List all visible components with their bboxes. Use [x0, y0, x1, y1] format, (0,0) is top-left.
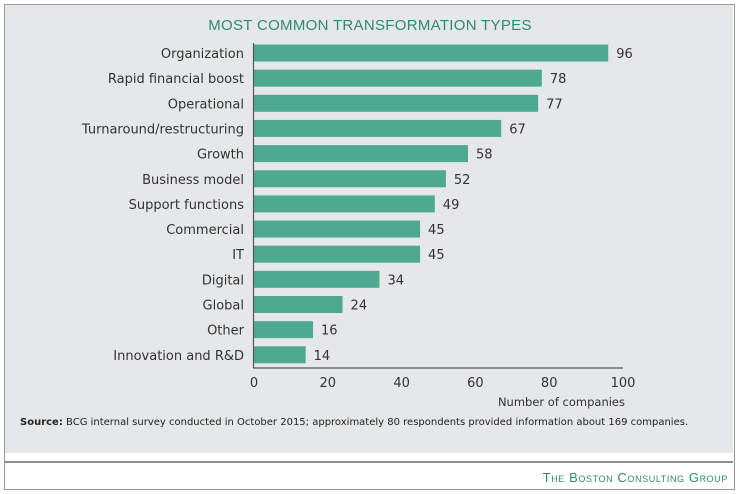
x-tick-label: 0: [250, 376, 258, 391]
category-label: Turnaround/restructuring: [81, 122, 244, 137]
x-tick-label: 60: [467, 376, 484, 391]
bar: [254, 346, 306, 364]
category-label: Support functions: [129, 198, 245, 213]
x-tick-label: 40: [393, 376, 410, 391]
bar: [254, 195, 435, 213]
data-label: 96: [616, 47, 633, 62]
bar: [254, 270, 380, 288]
data-label: 34: [387, 273, 404, 288]
bar: [254, 44, 609, 62]
category-label: Business model: [142, 173, 244, 188]
category-label: Other: [207, 324, 245, 339]
bar: [254, 170, 446, 188]
category-label: Rapid financial boost: [108, 72, 244, 87]
data-label: 49: [443, 198, 460, 213]
category-label: Operational: [168, 97, 244, 112]
data-label: 58: [476, 148, 493, 163]
source-label: Source:: [20, 417, 63, 428]
bar: [254, 119, 502, 137]
bar: [254, 69, 542, 87]
source-text: BCG internal survey conducted in October…: [62, 417, 689, 428]
category-label: Growth: [197, 148, 244, 163]
data-label: 24: [351, 299, 368, 314]
data-label: 52: [454, 173, 471, 188]
x-tick-label: 100: [611, 376, 636, 391]
footer-divider: [5, 461, 733, 463]
bar: [254, 296, 343, 313]
category-label: Digital: [202, 273, 244, 288]
source-note: Source: BCG internal survey conducted in…: [20, 416, 710, 430]
category-label: Commercial: [166, 223, 244, 238]
bar: [254, 145, 469, 163]
data-label: 77: [546, 97, 563, 112]
bar: [254, 94, 539, 112]
x-axis-label: Number of companies: [498, 395, 625, 409]
brand-logo-text: The Boston Consulting Group: [542, 470, 728, 485]
data-label: 45: [428, 223, 445, 238]
x-tick-label: 20: [320, 376, 337, 391]
category-label: Innovation and R&D: [113, 349, 244, 364]
bar: [254, 321, 314, 339]
chart-title: MOST COMMON TRANSFORMATION TYPES: [208, 17, 532, 34]
data-label: 45: [428, 248, 445, 263]
bar: [254, 220, 421, 238]
data-label: 14: [314, 349, 331, 364]
category-label: Organization: [161, 47, 244, 62]
data-label: 78: [550, 72, 567, 87]
category-label: IT: [232, 248, 244, 263]
bar: [254, 245, 421, 263]
x-tick-label: 80: [541, 376, 558, 391]
data-label: 67: [509, 122, 526, 137]
category-label: Global: [203, 299, 244, 314]
data-label: 16: [321, 324, 338, 339]
